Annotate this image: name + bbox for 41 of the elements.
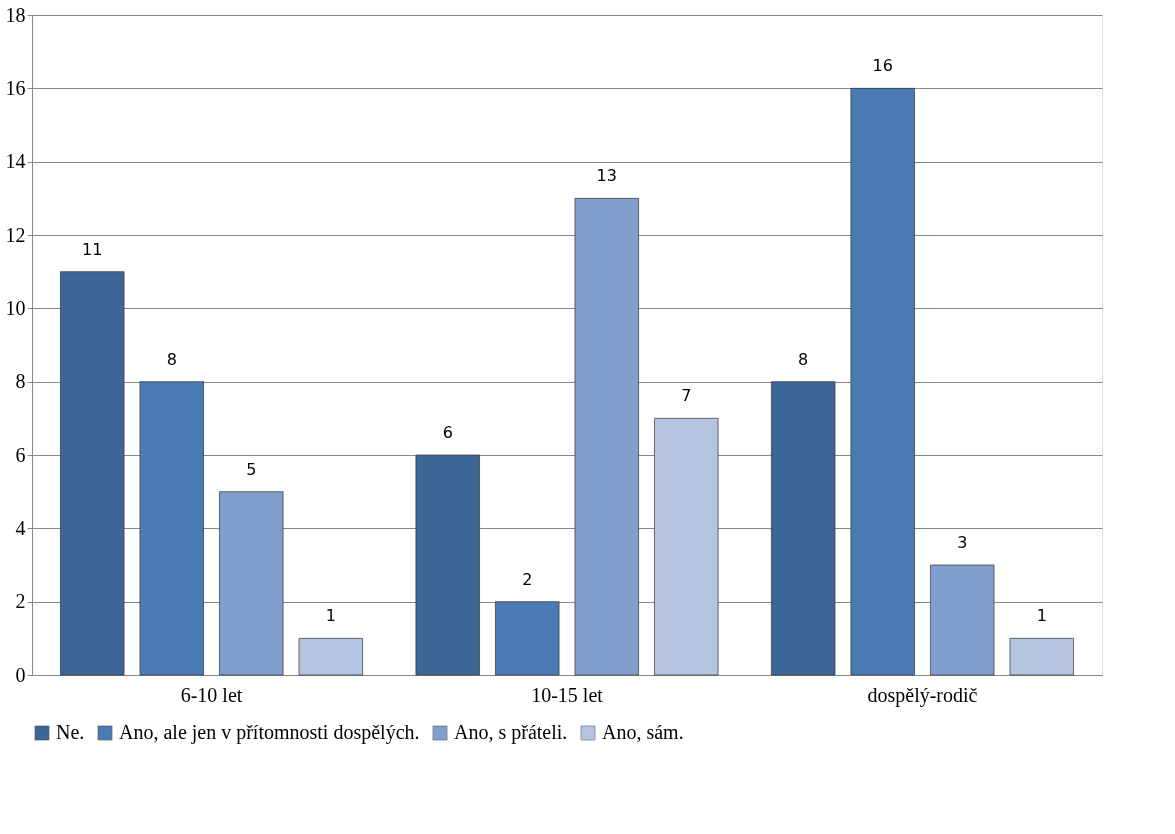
data-label: 8 <box>798 349 809 369</box>
y-tick-label: 18 <box>5 3 26 26</box>
x-tick-label: 10-15 let <box>531 683 604 706</box>
data-label: 1 <box>325 606 336 626</box>
bar <box>60 271 125 676</box>
bar <box>574 197 639 676</box>
x-tick-label: 6-10 let <box>180 683 243 706</box>
bar <box>139 381 204 676</box>
data-label: 2 <box>522 569 533 589</box>
x-tick-label: dospělý-rodič <box>867 683 978 707</box>
data-label: 13 <box>596 166 617 186</box>
bar <box>850 87 915 676</box>
bar <box>930 564 995 676</box>
bar <box>298 637 363 676</box>
legend-label: Ano, ale jen v přítomnosti dospělých. <box>119 721 420 744</box>
y-tick-label: 10 <box>5 296 26 319</box>
legend-label: Ne. <box>56 721 85 743</box>
y-tick-label: 12 <box>5 223 26 246</box>
y-tick-label: 14 <box>5 150 26 173</box>
data-label: 7 <box>681 386 692 406</box>
data-label: 11 <box>82 239 103 259</box>
legend-label: Ano, sám. <box>602 721 684 743</box>
data-label: 1 <box>1036 606 1047 626</box>
bar <box>1009 637 1074 676</box>
legend-label: Ano, s přáteli. <box>454 721 568 744</box>
y-tick-label: 0 <box>15 663 26 686</box>
y-tick-label: 6 <box>15 443 26 466</box>
data-label: 6 <box>442 423 453 442</box>
bar <box>219 491 284 676</box>
bar <box>415 454 480 676</box>
data-label: 16 <box>872 56 893 76</box>
bar <box>654 417 719 676</box>
data-label: 3 <box>957 533 968 552</box>
data-label: 8 <box>166 349 177 369</box>
y-tick-label: 16 <box>5 76 26 99</box>
bar <box>771 381 836 676</box>
data-label: 5 <box>246 459 257 479</box>
y-tick-label: 4 <box>15 516 26 539</box>
y-tick-label: 2 <box>15 590 26 613</box>
y-tick-label: 8 <box>15 370 26 393</box>
bar <box>495 601 560 676</box>
